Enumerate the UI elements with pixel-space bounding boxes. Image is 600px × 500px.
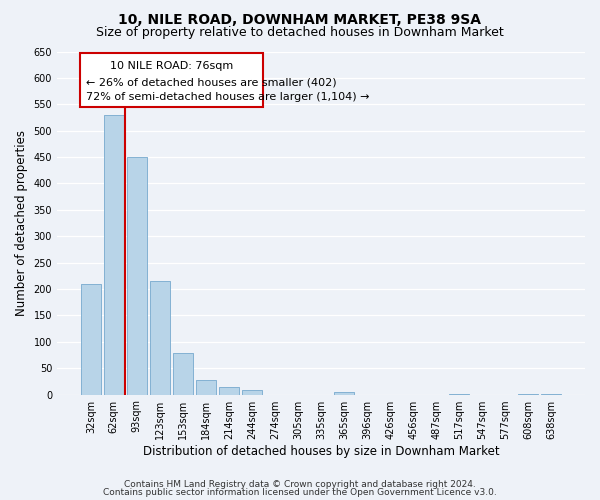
Bar <box>173 354 193 395</box>
Bar <box>173 354 193 395</box>
Bar <box>150 281 170 394</box>
Bar <box>81 284 101 395</box>
Text: Size of property relative to detached houses in Downham Market: Size of property relative to detached ho… <box>96 26 504 39</box>
X-axis label: Distribution of detached houses by size in Downham Market: Distribution of detached houses by size … <box>143 444 499 458</box>
Y-axis label: Number of detached properties: Number of detached properties <box>15 130 28 316</box>
Text: ← 26% of detached houses are smaller (402): ← 26% of detached houses are smaller (40… <box>86 78 336 88</box>
Bar <box>196 380 216 394</box>
Bar <box>127 157 146 394</box>
Text: 10 NILE ROAD: 76sqm: 10 NILE ROAD: 76sqm <box>110 61 233 71</box>
Bar <box>219 387 239 394</box>
Bar <box>104 115 124 394</box>
Bar <box>219 387 239 394</box>
Bar <box>127 157 146 394</box>
Bar <box>104 115 124 394</box>
Bar <box>196 380 216 394</box>
Bar <box>334 392 354 394</box>
Bar <box>81 284 101 395</box>
Bar <box>150 281 170 394</box>
Bar <box>334 392 354 394</box>
Bar <box>242 390 262 394</box>
Text: Contains public sector information licensed under the Open Government Licence v3: Contains public sector information licen… <box>103 488 497 497</box>
Bar <box>242 390 262 394</box>
Text: 10, NILE ROAD, DOWNHAM MARKET, PE38 9SA: 10, NILE ROAD, DOWNHAM MARKET, PE38 9SA <box>119 12 482 26</box>
Text: Contains HM Land Registry data © Crown copyright and database right 2024.: Contains HM Land Registry data © Crown c… <box>124 480 476 489</box>
Text: 72% of semi-detached houses are larger (1,104) →: 72% of semi-detached houses are larger (… <box>86 92 369 102</box>
FancyBboxPatch shape <box>80 52 263 107</box>
